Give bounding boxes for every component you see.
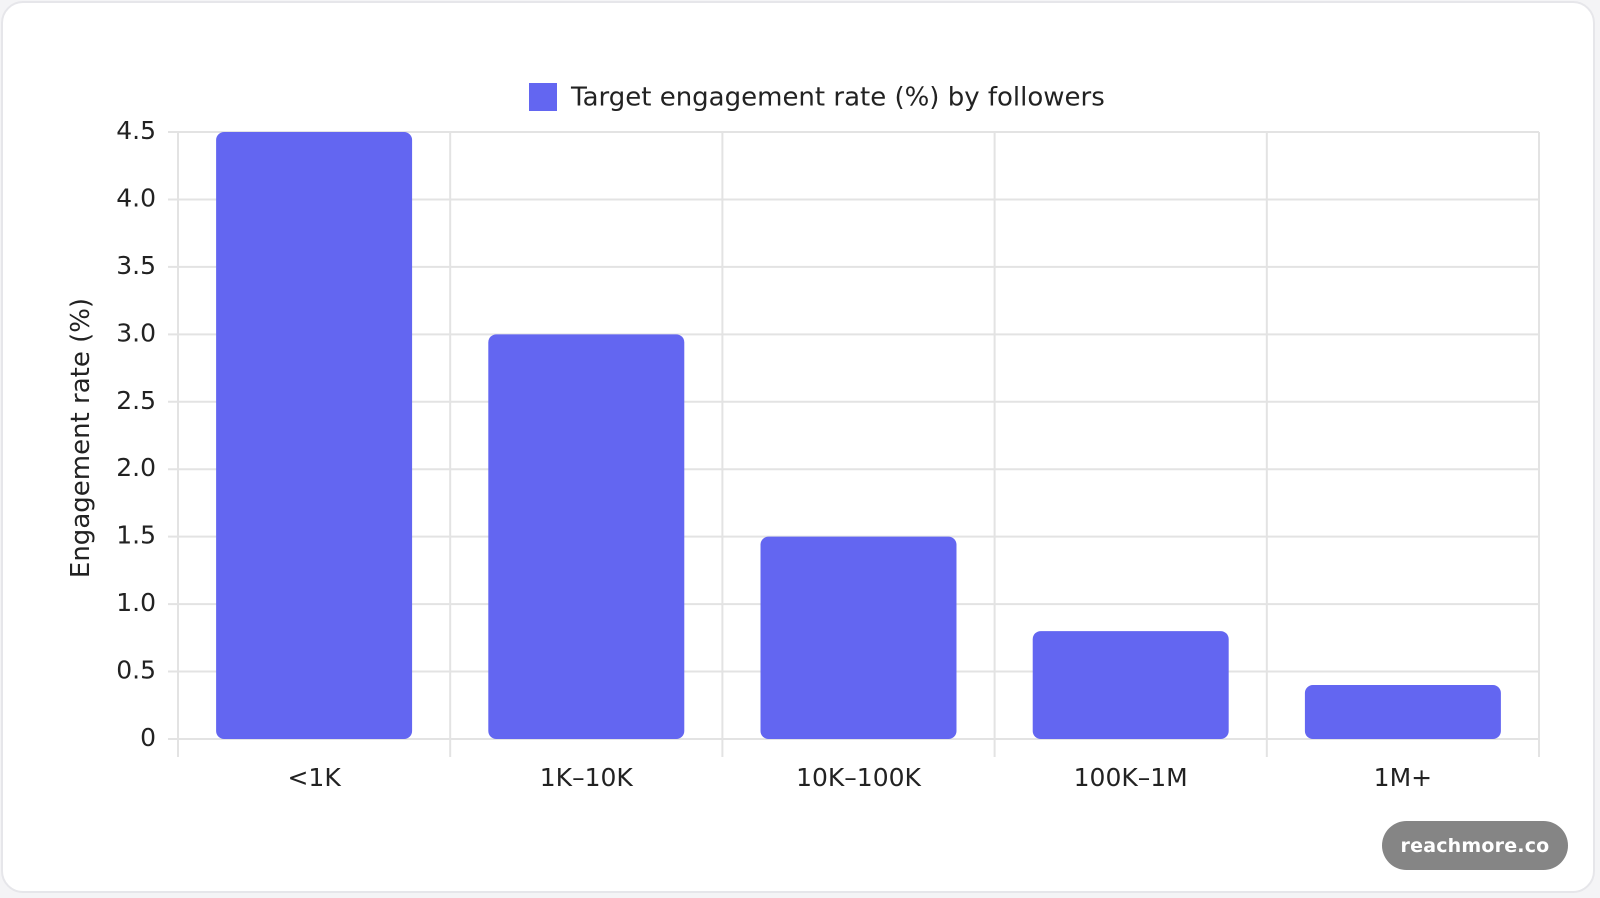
y-tick-label: 0.5 xyxy=(116,656,156,685)
bar-chart: 0 0.5 1.0 1.5 2.0 2.5 3.0 3.5 4.0 4.5 <1K 1K–10K 10… xyxy=(66,83,1540,792)
x-tick-label: 1K–10K xyxy=(540,763,634,792)
x-tick-label: 10K–100K xyxy=(796,763,921,792)
y-tick-label: 4.5 xyxy=(116,116,156,145)
watermark-badge[interactable]: reachmore.co xyxy=(1382,821,1568,870)
legend-label: Target engagement rate (%) by followers xyxy=(570,83,1105,113)
y-tick-label: 2.0 xyxy=(116,453,156,482)
x-tick-label: 1M+ xyxy=(1374,763,1432,792)
bar[interactable] xyxy=(1304,685,1501,739)
y-axis-title: Engagement rate (%) xyxy=(66,298,96,578)
y-tick-label: 1.0 xyxy=(116,588,156,617)
bar[interactable] xyxy=(1032,631,1229,739)
y-tick-labels: 0 0.5 1.0 1.5 2.0 2.5 3.0 3.5 4.0 4.5 xyxy=(116,116,156,752)
y-tick-label: 4.0 xyxy=(116,183,156,212)
y-tick-label: 3.0 xyxy=(116,318,156,347)
x-tick-label: <1K xyxy=(287,763,341,792)
y-tick-label: 3.5 xyxy=(116,251,156,280)
y-tick-label: 2.5 xyxy=(116,386,156,415)
legend: Target engagement rate (%) by followers xyxy=(529,83,1105,113)
y-tick-label: 0 xyxy=(140,723,156,752)
y-tick-label: 1.5 xyxy=(116,521,156,550)
bar[interactable] xyxy=(760,536,957,739)
legend-swatch xyxy=(529,83,557,111)
x-tick-labels: <1K 1K–10K 10K–100K 100K–1M 1M+ xyxy=(287,763,1432,792)
bars xyxy=(216,132,1501,739)
bar[interactable] xyxy=(488,334,685,739)
bar[interactable] xyxy=(216,132,413,739)
x-tick-label: 100K–1M xyxy=(1074,763,1188,792)
